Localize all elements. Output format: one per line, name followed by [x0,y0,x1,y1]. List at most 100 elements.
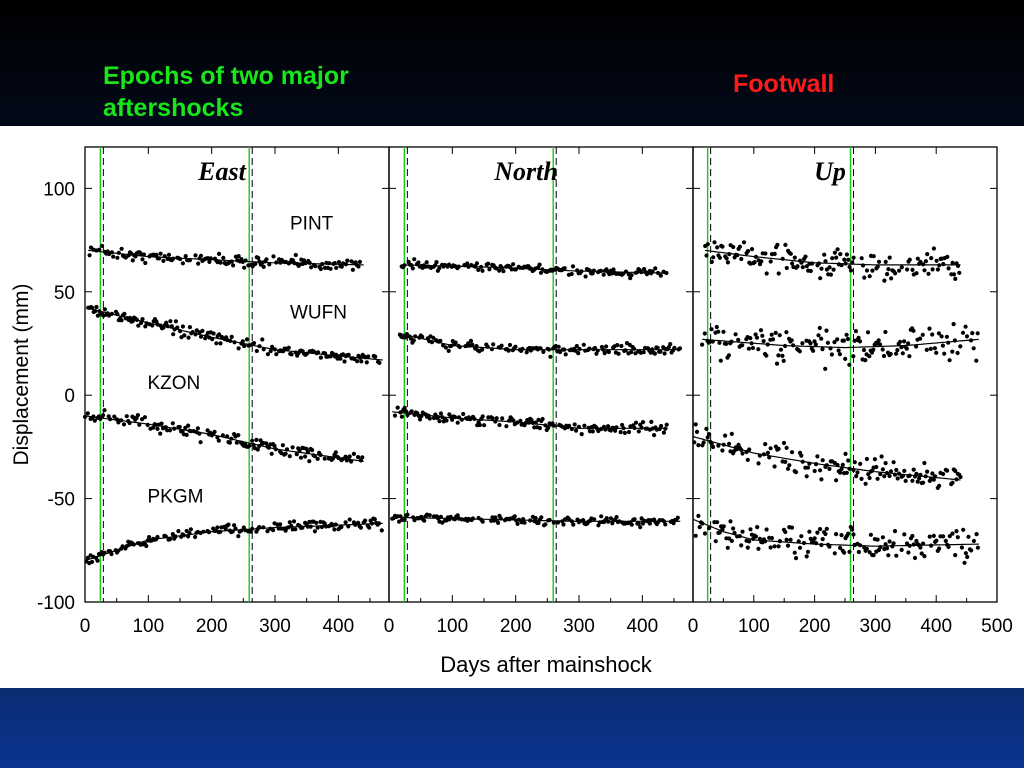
data-point-up-s1 [715,245,720,250]
x-tick-label: 300 [563,616,595,637]
x-tick-label: 400 [322,616,354,637]
data-point-up-s1 [859,256,864,261]
data-point-north-s3 [579,432,584,437]
data-point-north-s3 [395,405,400,410]
data-point-east-pint [336,260,342,265]
data-point-north-s2 [541,349,546,354]
data-point-north-s1 [424,260,429,265]
data-point-up-s1 [763,251,768,256]
data-point-east-kzon [234,440,239,445]
panel-frame-north [388,146,694,603]
data-point-east-wufn [236,346,241,351]
data-point-east-pkgm [167,537,173,542]
data-point-up-s2 [721,329,726,334]
data-point-up-s1 [889,276,894,281]
data-point-east-kzon [283,451,288,456]
fit-line-up-s1 [705,249,961,266]
data-point-east-pint [264,257,269,262]
x-tick-label: 0 [688,616,699,637]
data-point-up-s1 [739,256,744,262]
data-point-up-s1 [929,256,934,261]
data-point-up-s1 [831,267,836,272]
data-point-up-s4 [883,542,888,547]
data-point-up-s4 [922,554,927,559]
data-point-up-s4 [755,525,760,530]
data-point-north-s3 [455,420,460,425]
data-point-north-s3 [482,423,487,428]
data-point-up-s2 [778,347,784,352]
data-point-east-wufn [217,332,222,337]
data-point-up-s2 [777,333,782,338]
data-point-east-kzon [167,428,173,433]
annotation-footwall: Footwall [733,70,835,98]
data-point-east-pkgm [347,517,352,522]
data-point-north-s2 [470,342,475,347]
data-point-up-s1 [741,240,747,245]
data-point-up-s4 [868,532,874,537]
data-point-east-pkgm [363,518,368,523]
data-point-up-s1 [842,257,847,262]
data-point-north-s4 [512,514,517,519]
data-point-north-s2 [619,343,624,349]
data-point-up-s3 [804,474,809,479]
data-point-east-kzon [198,440,203,445]
data-point-east-wufn [265,352,270,357]
data-point-north-s1 [598,268,604,273]
data-point-up-s3 [910,478,915,483]
data-point-up-s3 [950,480,955,485]
data-point-up-s3 [878,472,883,477]
data-point-up-s3 [789,450,795,455]
data-point-up-s3 [917,476,922,481]
data-point-up-s4 [839,533,844,538]
data-point-east-pint [100,243,105,248]
data-point-north-s1 [510,262,516,267]
data-point-north-s3 [504,424,509,429]
data-point-north-s4 [663,522,668,527]
data-point-up-s4 [696,513,701,518]
data-point-up-s1 [871,254,876,259]
data-point-up-s4 [950,531,955,536]
data-point-up-s4 [969,548,974,553]
data-point-up-s2 [753,332,758,337]
data-point-east-wufn [180,324,185,329]
data-point-up-s3 [784,445,789,450]
data-point-north-s3 [661,430,667,435]
data-point-east-wufn [140,317,145,322]
data-point-east-pint [115,255,120,260]
data-point-north-s4 [592,517,597,522]
x-tick-label: 300 [259,616,291,637]
data-point-north-s3 [417,417,423,422]
data-point-up-s2 [853,329,859,334]
data-point-east-kzon [177,424,182,430]
data-point-north-s2 [499,343,504,348]
data-point-east-pint [87,253,92,258]
data-point-east-pint [171,256,176,261]
data-point-north-s2 [576,351,581,356]
data-point-east-kzon [356,455,361,460]
data-point-up-s1 [711,255,716,260]
data-point-up-s1 [828,272,834,277]
data-point-east-kzon [280,443,285,448]
data-point-up-s4 [702,531,708,536]
data-point-up-s3 [843,451,848,456]
data-point-east-pint [221,255,226,260]
data-point-north-s2 [655,345,660,350]
data-point-up-s3 [864,456,870,462]
data-point-north-s2 [411,338,416,343]
fit-line-east-pint [88,249,364,266]
fit-line-north-s3 [392,411,668,429]
data-point-east-kzon [216,438,221,443]
data-point-north-s3 [402,405,407,410]
data-point-up-s2 [845,336,851,342]
data-point-up-s2 [950,349,955,354]
data-point-up-s2 [746,346,752,351]
data-point-east-wufn [187,325,192,330]
data-point-east-kzon [142,415,147,420]
data-point-up-s3 [902,468,907,473]
data-point-up-s1 [745,249,751,254]
data-point-east-kzon [151,425,156,430]
data-point-north-s4 [614,515,619,520]
data-point-up-s2 [829,352,835,357]
data-point-up-s2 [837,352,843,357]
data-point-north-s4 [675,515,680,520]
